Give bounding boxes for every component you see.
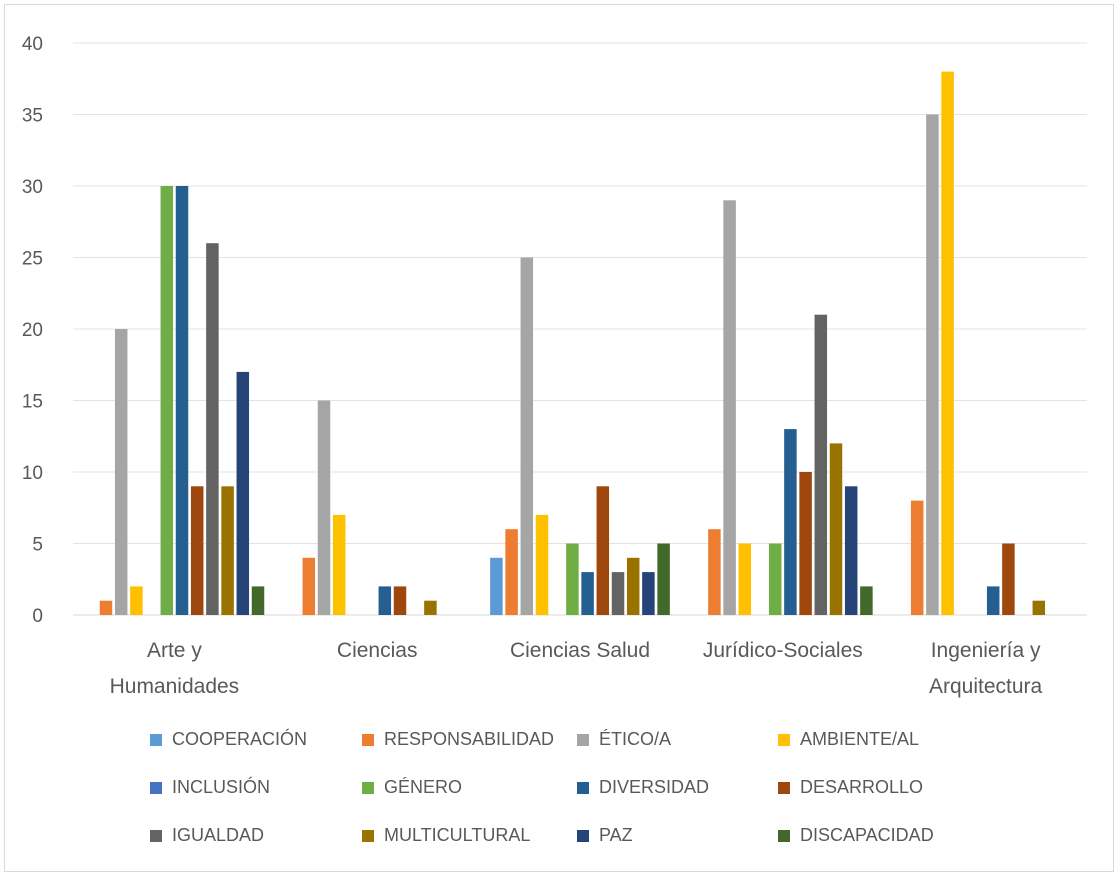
bar--tico-a-2 xyxy=(520,257,534,615)
x-category-label: Humanidades xyxy=(110,675,240,698)
legend-swatch xyxy=(150,734,162,746)
legend-label: DIVERSIDAD xyxy=(599,777,710,797)
bar-igualdad-2 xyxy=(611,572,625,615)
bar-ambiente-al-4 xyxy=(941,71,954,616)
bar-responsabilidad-2 xyxy=(505,529,518,615)
bar-desarrollo-3 xyxy=(799,472,812,615)
legend-swatch xyxy=(150,830,162,842)
bar--tico-a-3 xyxy=(723,200,736,616)
bar--tico-a-1 xyxy=(317,400,331,615)
bar-desarrollo-4 xyxy=(1002,543,1015,615)
bar-chart: 0 5 10 15 20 25 30 35 40 Arte y Humanidades Ciencia… xyxy=(22,34,1087,698)
legend-label: IGUALDAD xyxy=(172,825,265,845)
bar-multicultural-3 xyxy=(829,443,843,615)
bar-diversidad-0 xyxy=(175,186,189,615)
bar-discapacidad-3 xyxy=(860,586,873,615)
x-category-label: Ciencias Salud xyxy=(510,639,650,662)
bar-diversidad-4 xyxy=(986,586,1000,615)
bar-ambiente-al-0 xyxy=(130,586,143,615)
bar-igualdad-3 xyxy=(814,314,828,615)
legend-label: PAZ xyxy=(599,825,633,845)
chart-frame: 0 5 10 15 20 25 30 35 40 Arte y Humanidades Ciencia… xyxy=(4,4,1114,872)
bar-responsabilidad-4 xyxy=(910,500,924,615)
legend-swatch xyxy=(362,782,374,794)
bar-igualdad-0 xyxy=(206,243,219,615)
y-tick-label: 35 xyxy=(22,106,43,127)
legend-label: ÉTICO/A xyxy=(599,729,672,749)
bar-ambiente-al-3 xyxy=(738,543,752,615)
bar-multicultural-4 xyxy=(1032,600,1046,615)
bar-multicultural-0 xyxy=(221,486,234,615)
legend-swatch xyxy=(778,734,790,746)
bar-paz-3 xyxy=(844,486,858,615)
bar-multicultural-1 xyxy=(424,600,437,615)
bar-desarrollo-2 xyxy=(596,486,610,615)
y-tick-label: 5 xyxy=(32,535,43,556)
legend-label: INCLUSIÓN xyxy=(172,777,271,797)
legend-label: DESARROLLO xyxy=(800,777,924,797)
legend-swatch xyxy=(778,830,790,842)
legend-swatch xyxy=(577,782,589,794)
bar--tico-a-0 xyxy=(114,329,128,615)
x-category-label: Arte y xyxy=(147,639,202,662)
legend-label: MULTICULTURAL xyxy=(384,825,531,845)
x-category-label: Jurídico-Sociales xyxy=(703,639,863,662)
bar-diversidad-2 xyxy=(581,572,594,615)
x-category-label: Arquitectura xyxy=(929,675,1043,698)
bar-multicultural-2 xyxy=(626,557,640,615)
bar-paz-2 xyxy=(642,572,655,615)
y-tick-label: 30 xyxy=(22,177,43,198)
bar-responsabilidad-1 xyxy=(302,557,316,615)
legend-swatch xyxy=(362,734,374,746)
bar-diversidad-3 xyxy=(784,429,797,615)
bar-responsabilidad-0 xyxy=(99,600,113,615)
legend-swatch xyxy=(150,782,162,794)
bar-ambiente-al-2 xyxy=(535,514,549,615)
y-tick-label: 25 xyxy=(22,249,43,270)
y-tick-label: 10 xyxy=(22,463,43,484)
legend-label: COOPERACIÓN xyxy=(172,729,308,749)
legend-label: RESPONSABILIDAD xyxy=(384,729,555,749)
bar-cooperaci-n-2 xyxy=(490,557,503,615)
bar-responsabilidad-3 xyxy=(708,529,721,615)
bar-diversidad-1 xyxy=(378,586,392,615)
bar-paz-0 xyxy=(236,371,250,615)
bar-g-nero-0 xyxy=(160,186,174,615)
legend-swatch xyxy=(362,830,374,842)
legend-label: AMBIENTE/AL xyxy=(800,729,920,749)
x-category-label: Ingeniería y xyxy=(931,639,1041,662)
legend-swatch xyxy=(577,734,589,746)
bar--tico-a-4 xyxy=(926,114,939,615)
legend-label: DISCAPACIDAD xyxy=(800,825,934,845)
legend-label: GÉNERO xyxy=(384,777,463,797)
y-tick-label: 20 xyxy=(22,320,43,341)
bar-desarrollo-0 xyxy=(190,486,204,615)
legend-swatch xyxy=(778,782,790,794)
y-tick-label: 15 xyxy=(22,392,43,413)
legend-swatch xyxy=(577,830,589,842)
bar-discapacidad-2 xyxy=(657,543,670,615)
bar-discapacidad-0 xyxy=(251,586,265,615)
bar-desarrollo-1 xyxy=(393,586,407,615)
y-tick-label: 40 xyxy=(22,34,43,55)
bar-g-nero-2 xyxy=(566,543,579,615)
x-category-label: Ciencias xyxy=(337,639,418,662)
y-tick-label: 0 xyxy=(32,606,43,627)
bar-ambiente-al-1 xyxy=(332,514,346,615)
bar-g-nero-3 xyxy=(768,543,782,615)
